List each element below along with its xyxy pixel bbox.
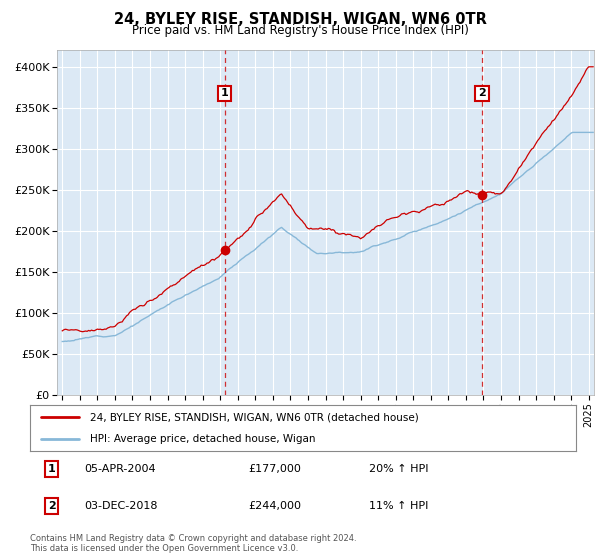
Text: £177,000: £177,000 xyxy=(248,464,301,474)
Text: 2: 2 xyxy=(48,501,56,511)
Text: 03-DEC-2018: 03-DEC-2018 xyxy=(85,501,158,511)
Text: £244,000: £244,000 xyxy=(248,501,301,511)
Text: 24, BYLEY RISE, STANDISH, WIGAN, WN6 0TR (detached house): 24, BYLEY RISE, STANDISH, WIGAN, WN6 0TR… xyxy=(90,412,419,422)
Text: HPI: Average price, detached house, Wigan: HPI: Average price, detached house, Wiga… xyxy=(90,435,316,444)
Text: 24, BYLEY RISE, STANDISH, WIGAN, WN6 0TR: 24, BYLEY RISE, STANDISH, WIGAN, WN6 0TR xyxy=(113,12,487,27)
Text: 05-APR-2004: 05-APR-2004 xyxy=(85,464,156,474)
Text: 2: 2 xyxy=(478,88,486,99)
Text: 1: 1 xyxy=(221,88,229,99)
Text: 1: 1 xyxy=(48,464,56,474)
Text: 20% ↑ HPI: 20% ↑ HPI xyxy=(368,464,428,474)
Text: Price paid vs. HM Land Registry's House Price Index (HPI): Price paid vs. HM Land Registry's House … xyxy=(131,24,469,37)
Text: Contains HM Land Registry data © Crown copyright and database right 2024.
This d: Contains HM Land Registry data © Crown c… xyxy=(30,534,356,553)
Text: 11% ↑ HPI: 11% ↑ HPI xyxy=(368,501,428,511)
